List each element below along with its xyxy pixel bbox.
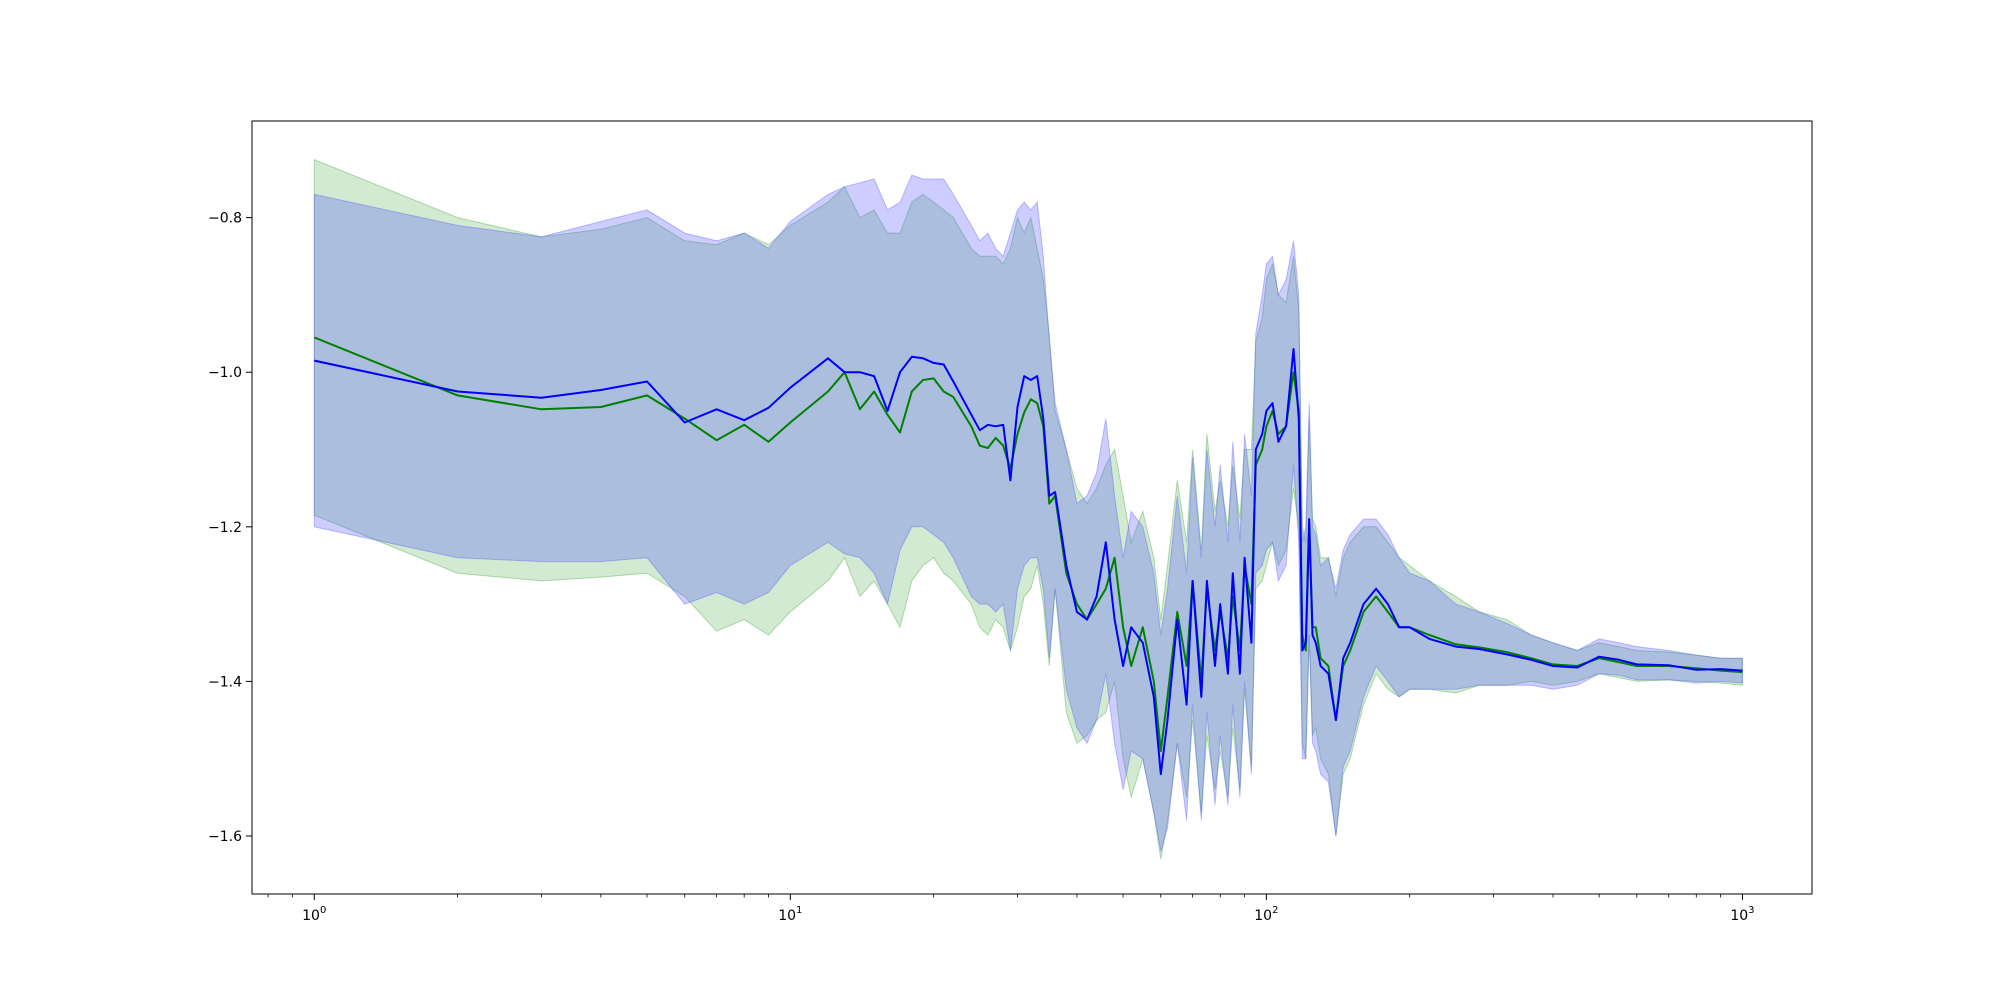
y-axis: −0.8 −1.0 −1.2 −1.4 −1.6 <box>208 211 252 845</box>
x-tick-label: 102 <box>1254 905 1278 924</box>
x-tick-label: 100 <box>302 905 326 924</box>
x-tick-label: 103 <box>1730 905 1754 924</box>
series-2-band <box>313 174 1743 852</box>
x-axis: 100 101 102 103 <box>267 894 1755 924</box>
y-tick-label: −0.8 <box>208 211 242 227</box>
series-1-line <box>313 336 1743 752</box>
series-lines <box>313 336 1743 776</box>
series-2-line <box>314 348 1743 776</box>
y-tick-label: −1.6 <box>208 829 242 845</box>
y-tick-label: −1.2 <box>208 520 242 536</box>
series-1-band <box>313 158 1743 860</box>
y-tick-label: −1.0 <box>208 365 242 381</box>
plot-frame <box>251 120 1813 895</box>
x-tick-label: 101 <box>778 905 802 924</box>
confidence-bands <box>313 158 1743 860</box>
y-tick-label: −1.4 <box>208 674 242 690</box>
